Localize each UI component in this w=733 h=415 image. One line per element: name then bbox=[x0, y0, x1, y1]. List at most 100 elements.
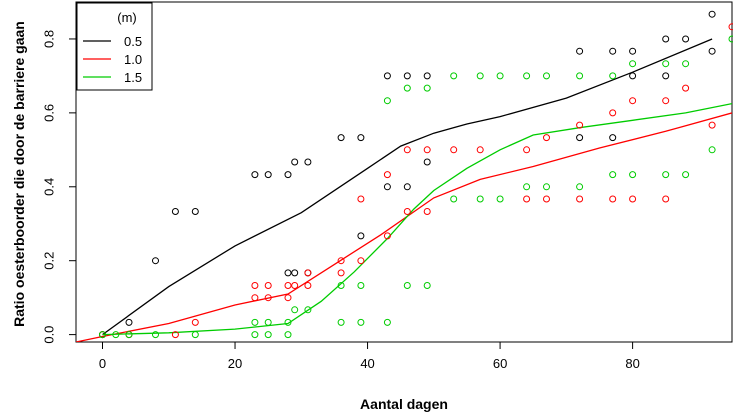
data-point bbox=[629, 47, 637, 55]
data-point bbox=[251, 171, 259, 179]
data-point bbox=[125, 331, 133, 339]
data-point bbox=[191, 208, 199, 215]
data-point bbox=[171, 331, 179, 339]
data-point bbox=[264, 282, 272, 289]
y-tick-label: 0.6 bbox=[41, 104, 56, 122]
data-point bbox=[191, 331, 199, 339]
data-point bbox=[423, 158, 431, 166]
data-point bbox=[476, 146, 484, 154]
data-point bbox=[304, 269, 312, 277]
data-point bbox=[291, 269, 299, 277]
data-point bbox=[708, 121, 716, 129]
legend-label: 1.5 bbox=[124, 70, 142, 85]
data-point bbox=[383, 171, 391, 179]
data-point bbox=[662, 97, 670, 105]
data-point bbox=[251, 282, 259, 289]
data-point bbox=[682, 35, 690, 43]
x-tick-label: 80 bbox=[625, 356, 639, 371]
data-point bbox=[682, 84, 690, 92]
data-point bbox=[284, 294, 292, 302]
data-point bbox=[383, 97, 391, 105]
data-point bbox=[629, 97, 637, 105]
data-point bbox=[383, 72, 391, 80]
data-point bbox=[576, 47, 584, 55]
plot-border bbox=[75, 1, 733, 343]
x-tick-label: 0 bbox=[99, 356, 106, 371]
data-point bbox=[251, 331, 259, 339]
axes: 0 20 40 60 80 0.0 0.2 0.4 0.6 0.8 bbox=[41, 30, 639, 371]
data-point bbox=[403, 282, 411, 289]
data-point bbox=[251, 294, 259, 302]
x-axis-label: Aantal dagen bbox=[360, 396, 448, 412]
data-point bbox=[171, 208, 179, 215]
data-point bbox=[496, 195, 504, 203]
data-point bbox=[403, 146, 411, 154]
data-point bbox=[629, 60, 637, 68]
data-point bbox=[576, 195, 584, 203]
data-point bbox=[423, 282, 431, 289]
data-point bbox=[543, 183, 550, 191]
data-point bbox=[383, 183, 391, 191]
data-point bbox=[476, 72, 484, 80]
data-point bbox=[662, 171, 670, 179]
data-point bbox=[284, 282, 292, 289]
data-point bbox=[662, 72, 670, 80]
data-point bbox=[708, 10, 716, 18]
data-point bbox=[682, 171, 690, 179]
data-point bbox=[523, 146, 531, 154]
data-point bbox=[291, 158, 299, 166]
data-point bbox=[403, 84, 411, 92]
data-point bbox=[662, 60, 670, 68]
y-tick-label: 0.0 bbox=[41, 326, 56, 344]
data-point bbox=[450, 146, 458, 154]
data-point bbox=[523, 195, 531, 203]
trend-line-1.0 bbox=[76, 112, 732, 342]
data-point bbox=[304, 282, 312, 289]
y-axis-label: Ratio oesterboorder die door de barriere… bbox=[11, 21, 27, 327]
data-point bbox=[99, 331, 106, 339]
data-point bbox=[284, 171, 292, 179]
legend-label: 0.5 bbox=[124, 34, 142, 49]
y-tick-label: 0.8 bbox=[41, 30, 56, 48]
data-point bbox=[576, 183, 584, 191]
data-point bbox=[662, 35, 670, 43]
data-point bbox=[450, 195, 458, 203]
trend-line-0.5 bbox=[102, 38, 713, 336]
data-point bbox=[284, 331, 292, 339]
data-point bbox=[496, 72, 504, 80]
data-point bbox=[264, 171, 272, 179]
data-point bbox=[629, 72, 637, 80]
data-point bbox=[357, 195, 365, 203]
data-point bbox=[543, 72, 550, 80]
data-point bbox=[152, 331, 159, 339]
data-point bbox=[609, 195, 617, 203]
data-point bbox=[609, 171, 617, 179]
data-point bbox=[682, 60, 690, 68]
data-point bbox=[476, 195, 484, 203]
data-point bbox=[629, 171, 637, 179]
data-point bbox=[337, 282, 345, 289]
data-point bbox=[609, 134, 617, 142]
data-point bbox=[304, 306, 312, 314]
x-tick-label: 40 bbox=[360, 356, 374, 371]
y-tick-label: 0.4 bbox=[41, 178, 56, 196]
data-point bbox=[383, 318, 391, 326]
trend-lines bbox=[76, 38, 732, 342]
data-point bbox=[403, 208, 411, 215]
data-point bbox=[383, 232, 391, 240]
data-point bbox=[291, 282, 299, 289]
data-point bbox=[403, 183, 411, 191]
data-point bbox=[543, 134, 550, 142]
data-point bbox=[357, 134, 365, 142]
data-point bbox=[337, 318, 345, 326]
trend-line-1.5 bbox=[102, 102, 732, 336]
data-point bbox=[609, 47, 617, 55]
data-point bbox=[357, 318, 365, 326]
data-point bbox=[662, 195, 670, 203]
data-point bbox=[423, 208, 431, 215]
data-point bbox=[337, 134, 345, 142]
data-point bbox=[357, 257, 365, 265]
legend: (m) 0.5 1.0 1.5 bbox=[76, 2, 153, 91]
data-point bbox=[450, 72, 458, 80]
